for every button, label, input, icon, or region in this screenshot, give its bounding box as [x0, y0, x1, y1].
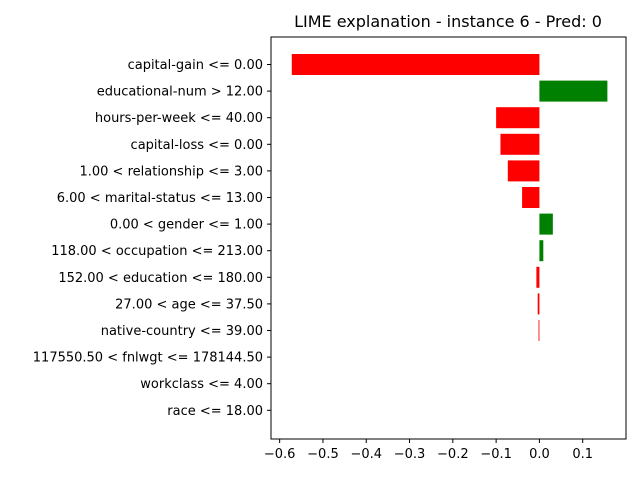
x-tick-label: 0.1	[572, 447, 593, 462]
y-tick-label: capital-gain <= 0.00	[128, 58, 263, 73]
bar	[522, 187, 540, 208]
x-tick-label: 0.0	[529, 447, 550, 462]
y-tick-label: 118.00 < occupation <= 213.00	[51, 244, 263, 259]
y-tick-label: capital-loss <= 0.00	[131, 138, 263, 153]
x-tick-label: −0.1	[480, 447, 512, 462]
y-tick-label: educational-num > 12.00	[97, 85, 263, 100]
bar	[537, 293, 540, 315]
x-tick-label: −0.5	[307, 447, 339, 462]
y-tick-label: 152.00 < education <= 180.00	[58, 271, 263, 286]
x-tick-label: −0.3	[394, 447, 426, 462]
bar	[496, 107, 540, 129]
y-tick-label: 1.00 < relationship <= 3.00	[79, 164, 263, 179]
chart-title: LIME explanation - instance 6 - Pred: 0	[294, 12, 602, 31]
bar	[539, 80, 608, 102]
y-tick-label: native-country <= 39.00	[101, 324, 263, 339]
bar	[538, 320, 540, 341]
bar	[500, 133, 540, 155]
y-tick-label: hours-per-week <= 40.00	[95, 111, 263, 126]
y-tick-label: 6.00 < marital-status <= 13.00	[57, 191, 263, 206]
y-tick-label: 0.00 < gender <= 1.00	[110, 218, 263, 233]
x-tick-label: −0.2	[437, 447, 469, 462]
bar	[507, 160, 540, 182]
y-tick-label: workclass <= 4.00	[140, 377, 263, 392]
x-tick-label: −0.6	[264, 447, 296, 462]
x-tick-label: −0.4	[350, 447, 382, 462]
bar	[291, 54, 540, 75]
y-tick-label: 117550.50 < fnlwgt <= 178144.50	[33, 351, 263, 366]
y-tick-label: race <= 18.00	[167, 404, 263, 419]
bar	[539, 240, 544, 262]
y-tick-label: 27.00 < age <= 37.50	[115, 297, 263, 312]
plot-area: capital-gain <= 0.00 educational-num > 12…	[33, 36, 627, 462]
axes-frame	[270, 36, 627, 440]
bar	[539, 213, 553, 235]
bar	[536, 266, 540, 288]
